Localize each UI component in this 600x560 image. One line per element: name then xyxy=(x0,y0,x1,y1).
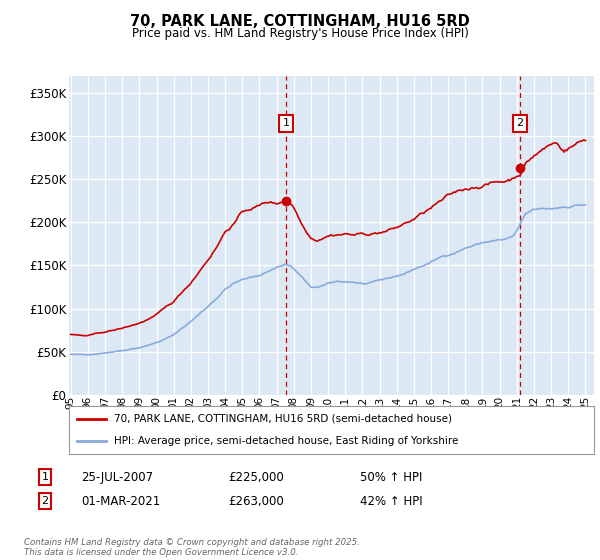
Text: 70, PARK LANE, COTTINGHAM, HU16 5RD (semi-detached house): 70, PARK LANE, COTTINGHAM, HU16 5RD (sem… xyxy=(113,414,452,424)
Text: 1: 1 xyxy=(283,119,290,128)
Text: £263,000: £263,000 xyxy=(228,494,284,508)
Text: Price paid vs. HM Land Registry's House Price Index (HPI): Price paid vs. HM Land Registry's House … xyxy=(131,27,469,40)
Text: 42% ↑ HPI: 42% ↑ HPI xyxy=(360,494,422,508)
Text: 25-JUL-2007: 25-JUL-2007 xyxy=(81,470,153,484)
Text: £225,000: £225,000 xyxy=(228,470,284,484)
Text: 1: 1 xyxy=(41,472,49,482)
Text: 50% ↑ HPI: 50% ↑ HPI xyxy=(360,470,422,484)
Text: 2: 2 xyxy=(516,119,523,128)
Text: 2: 2 xyxy=(41,496,49,506)
Text: Contains HM Land Registry data © Crown copyright and database right 2025.
This d: Contains HM Land Registry data © Crown c… xyxy=(24,538,360,557)
Text: 01-MAR-2021: 01-MAR-2021 xyxy=(81,494,160,508)
Text: HPI: Average price, semi-detached house, East Riding of Yorkshire: HPI: Average price, semi-detached house,… xyxy=(113,436,458,446)
Text: 70, PARK LANE, COTTINGHAM, HU16 5RD: 70, PARK LANE, COTTINGHAM, HU16 5RD xyxy=(130,14,470,29)
